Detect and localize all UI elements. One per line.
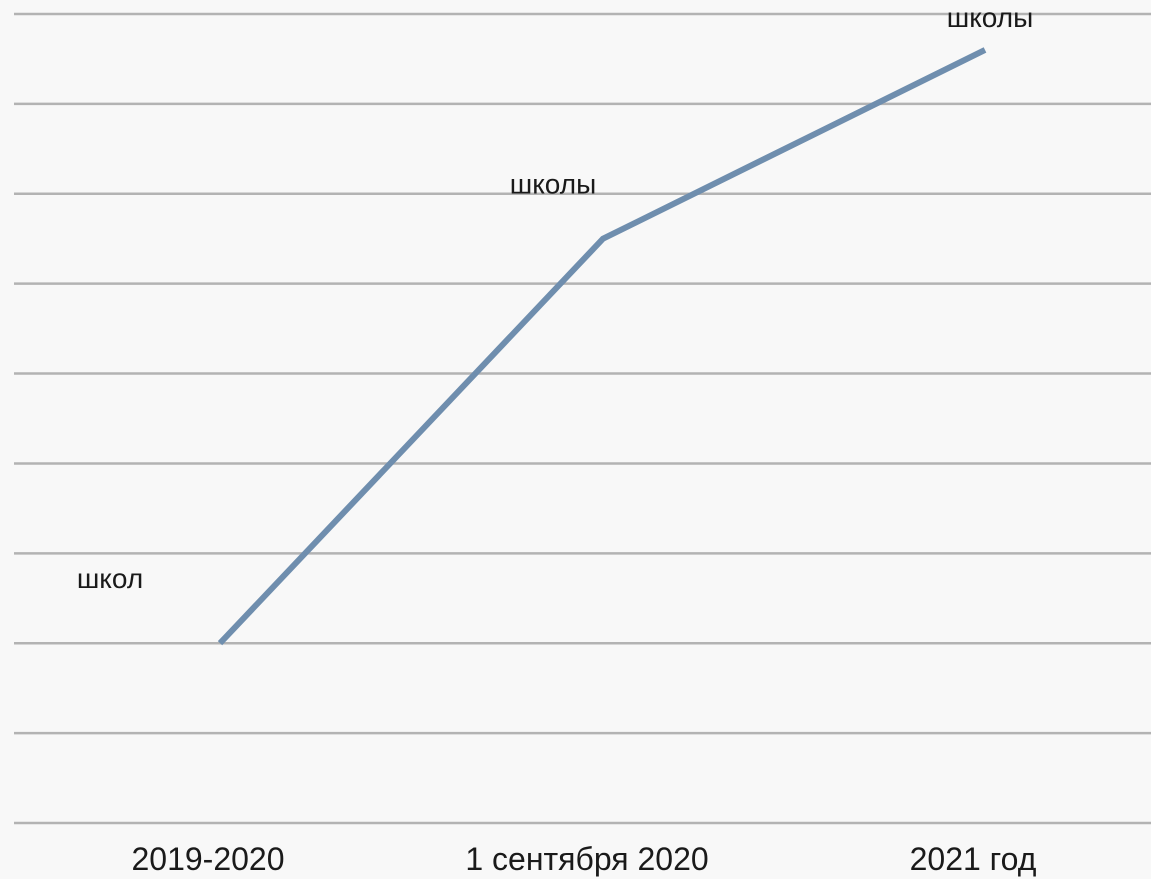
x-tick-label: 2019-2020 — [131, 841, 284, 877]
gridlines — [14, 12, 1151, 825]
data-label: школы — [947, 2, 1033, 33]
x-axis-tick-labels: 2019-2020 1 сентября 2020 2021 год — [131, 841, 1036, 877]
data-label: школы — [510, 169, 596, 200]
x-tick-label: 1 сентября 2020 — [465, 841, 708, 877]
series — [217, 47, 987, 646]
x-tick-label: 2021 год — [910, 841, 1037, 877]
data-label: школ — [77, 563, 143, 594]
data-labels: школ школы школы — [77, 2, 1033, 594]
series-line — [217, 47, 987, 646]
